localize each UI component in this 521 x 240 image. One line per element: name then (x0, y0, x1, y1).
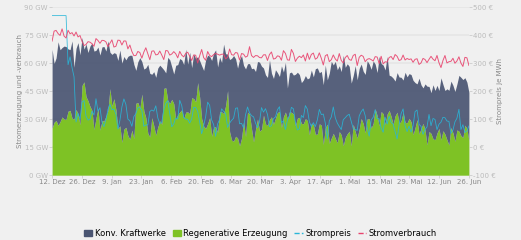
Y-axis label: Stromerzeugung und -verbrauch: Stromerzeugung und -verbrauch (17, 34, 23, 148)
Legend: Konv. Kraftwerke, Regenerative Erzeugung, Strompreis, Stromverbrauch: Konv. Kraftwerke, Regenerative Erzeugung… (81, 226, 440, 240)
Y-axis label: Strompreis je MWh: Strompreis je MWh (497, 58, 503, 124)
